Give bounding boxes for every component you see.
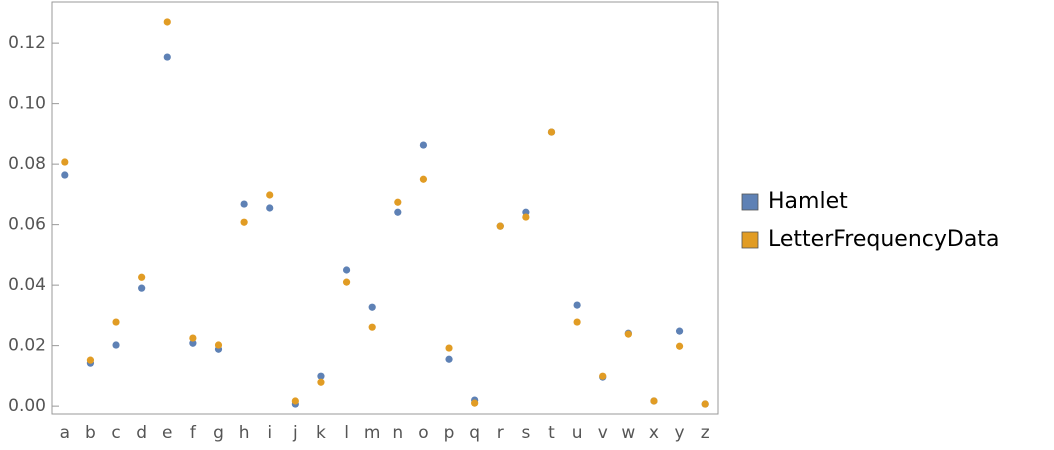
y-tick-label: 0.08 [8, 154, 46, 174]
y-tick-label: 0.04 [8, 275, 46, 295]
y-tick-label: 0.12 [8, 33, 46, 53]
point [61, 158, 69, 166]
point [189, 339, 197, 347]
legend-swatch [741, 231, 759, 249]
point [471, 399, 479, 407]
point [266, 204, 274, 212]
x-tick-label: v [598, 423, 608, 443]
point [675, 327, 684, 335]
x-tick-label: r [497, 423, 504, 443]
x-tick-label: z [701, 423, 710, 443]
point [624, 330, 632, 338]
point [240, 218, 248, 226]
point [394, 198, 402, 206]
x-tick-label: d [136, 423, 147, 443]
point [573, 318, 581, 326]
point [86, 356, 95, 364]
point [240, 200, 248, 208]
point [317, 378, 325, 386]
x-tick-label: f [190, 423, 197, 443]
point [394, 208, 402, 216]
x-tick-label: m [364, 423, 381, 443]
point [342, 266, 351, 274]
point [368, 303, 376, 311]
point [445, 355, 453, 363]
point [445, 344, 453, 352]
y-tick-label: 0.06 [8, 215, 46, 235]
x-tick-label: h [239, 423, 250, 443]
point [163, 18, 171, 26]
point [599, 372, 607, 380]
point [266, 191, 274, 199]
point [368, 323, 376, 331]
x-tick-label: a [60, 423, 70, 443]
point [138, 284, 146, 292]
point [342, 278, 351, 286]
point [189, 334, 197, 342]
point [650, 397, 658, 405]
point [573, 301, 581, 309]
point [701, 400, 709, 408]
x-tick-label: q [469, 423, 480, 443]
x-tick-label: x [649, 423, 659, 443]
x-tick-label: j [292, 423, 298, 443]
x-tick-label: n [392, 423, 403, 443]
y-tick-label: 0.00 [8, 396, 46, 416]
legend-label: LetterFrequencyData [768, 227, 999, 252]
point [317, 372, 325, 380]
x-tick-label: y [675, 423, 685, 443]
x-tick-label: g [213, 423, 224, 443]
x-tick-label: l [344, 423, 349, 443]
x-tick-label: t [548, 423, 555, 443]
x-tick-label: k [316, 423, 326, 443]
x-tick-label: u [572, 423, 583, 443]
point [496, 222, 504, 230]
x-tick-label: p [444, 423, 455, 443]
point [163, 53, 171, 61]
legend-label: Hamlet [768, 189, 848, 214]
point [112, 318, 120, 326]
point [112, 341, 120, 349]
point [419, 141, 428, 149]
point [675, 342, 684, 350]
point [214, 341, 223, 349]
plot-frame [51, 1, 719, 415]
point [522, 213, 530, 221]
y-tick-label: 0.02 [8, 336, 46, 356]
point [419, 175, 428, 183]
point [547, 128, 556, 136]
point [138, 273, 146, 281]
x-tick-label: e [162, 423, 172, 443]
x-tick-label: c [111, 423, 120, 443]
x-tick-label: b [85, 423, 96, 443]
x-tick-label: s [521, 423, 530, 443]
x-tick-label: i [267, 423, 272, 443]
y-tick-label: 0.10 [8, 94, 46, 114]
point [291, 397, 299, 405]
x-tick-label: w [621, 423, 635, 443]
x-tick-label: o [418, 423, 428, 443]
point [61, 171, 69, 179]
legend-swatch [741, 193, 759, 211]
